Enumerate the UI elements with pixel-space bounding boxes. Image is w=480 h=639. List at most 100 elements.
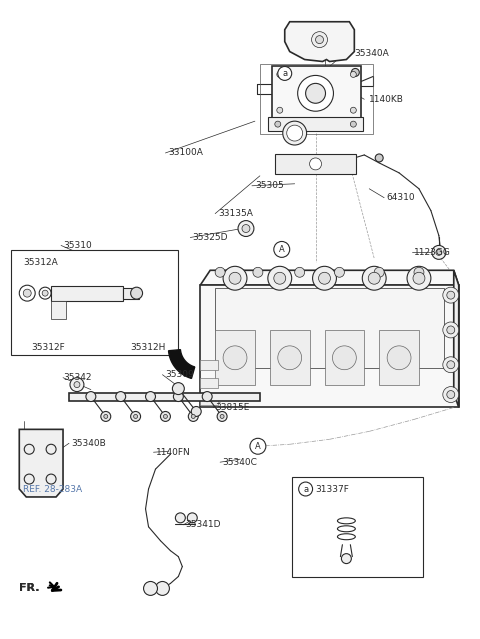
- Polygon shape: [200, 285, 459, 408]
- Circle shape: [443, 322, 459, 338]
- Text: 35340B: 35340B: [71, 439, 106, 448]
- Bar: [268, 117, 363, 131]
- Circle shape: [387, 346, 411, 370]
- Circle shape: [277, 107, 283, 113]
- Circle shape: [447, 326, 455, 334]
- Circle shape: [278, 66, 292, 81]
- Bar: [123, 288, 139, 299]
- Circle shape: [413, 272, 425, 284]
- Bar: [200, 360, 218, 370]
- Circle shape: [46, 444, 56, 454]
- Circle shape: [42, 290, 48, 296]
- Circle shape: [447, 390, 455, 399]
- Text: 35310: 35310: [63, 241, 92, 250]
- Circle shape: [341, 553, 351, 564]
- Bar: [275, 154, 356, 174]
- Circle shape: [351, 68, 360, 77]
- Circle shape: [173, 392, 183, 401]
- Circle shape: [223, 266, 247, 290]
- Text: 31337F: 31337F: [315, 484, 349, 493]
- Text: 1140KB: 1140KB: [369, 95, 404, 104]
- Circle shape: [24, 444, 34, 454]
- Circle shape: [432, 245, 446, 259]
- Circle shape: [350, 107, 356, 113]
- Circle shape: [407, 266, 431, 290]
- Circle shape: [312, 266, 336, 290]
- Circle shape: [175, 513, 185, 523]
- Text: REF. 28-283A: REF. 28-283A: [23, 484, 83, 493]
- Polygon shape: [168, 350, 195, 378]
- Text: 35312F: 35312F: [31, 343, 65, 352]
- Circle shape: [172, 383, 184, 394]
- Circle shape: [19, 285, 35, 301]
- Circle shape: [70, 378, 84, 392]
- Text: 35309: 35309: [166, 370, 194, 379]
- Circle shape: [101, 412, 111, 421]
- Circle shape: [374, 267, 384, 277]
- Bar: [272, 66, 361, 118]
- Circle shape: [447, 291, 455, 299]
- Circle shape: [133, 415, 138, 419]
- Circle shape: [436, 249, 442, 256]
- Circle shape: [160, 412, 170, 421]
- Bar: [51, 286, 123, 301]
- Text: 35312A: 35312A: [23, 258, 58, 267]
- Circle shape: [362, 266, 386, 290]
- Circle shape: [298, 75, 334, 111]
- Circle shape: [274, 272, 286, 284]
- Circle shape: [215, 267, 225, 277]
- Bar: [51, 301, 66, 319]
- Circle shape: [229, 272, 241, 284]
- Polygon shape: [19, 429, 63, 497]
- Circle shape: [86, 392, 96, 401]
- Circle shape: [312, 32, 327, 47]
- Polygon shape: [454, 270, 459, 408]
- Text: a: a: [282, 69, 288, 78]
- Circle shape: [24, 474, 34, 484]
- Circle shape: [220, 415, 224, 419]
- Circle shape: [74, 381, 80, 388]
- Circle shape: [116, 392, 126, 401]
- Text: 1140FN: 1140FN: [156, 448, 190, 457]
- Text: FR.: FR.: [19, 583, 40, 594]
- Bar: [260, 65, 373, 134]
- Circle shape: [335, 267, 344, 277]
- Circle shape: [217, 412, 227, 421]
- Circle shape: [164, 415, 168, 419]
- Circle shape: [306, 83, 325, 104]
- Text: 1123GG: 1123GG: [414, 248, 451, 257]
- Circle shape: [443, 387, 459, 403]
- Circle shape: [46, 474, 56, 484]
- Circle shape: [250, 438, 266, 454]
- Bar: [379, 330, 419, 385]
- Circle shape: [315, 36, 324, 43]
- Circle shape: [145, 392, 156, 401]
- Polygon shape: [200, 270, 459, 285]
- Circle shape: [278, 346, 301, 370]
- Text: 35325D: 35325D: [192, 233, 228, 242]
- Circle shape: [253, 267, 263, 277]
- Circle shape: [202, 392, 212, 401]
- Bar: [215, 288, 444, 367]
- Circle shape: [333, 346, 356, 370]
- Bar: [270, 330, 310, 385]
- Bar: [69, 392, 260, 401]
- Circle shape: [368, 272, 380, 284]
- Circle shape: [23, 289, 31, 297]
- Text: a: a: [303, 484, 308, 493]
- Circle shape: [277, 72, 283, 77]
- Circle shape: [242, 224, 250, 233]
- Text: 33815E: 33815E: [215, 403, 250, 412]
- Circle shape: [131, 287, 143, 299]
- Circle shape: [350, 121, 356, 127]
- Circle shape: [295, 267, 305, 277]
- Polygon shape: [285, 22, 354, 61]
- Text: 33100A: 33100A: [168, 148, 204, 157]
- Text: 35341D: 35341D: [185, 520, 221, 529]
- Circle shape: [104, 415, 108, 419]
- Text: 35340A: 35340A: [354, 49, 389, 58]
- Circle shape: [144, 581, 157, 596]
- Text: 35342: 35342: [63, 373, 92, 382]
- Text: 64310: 64310: [386, 193, 415, 202]
- Circle shape: [319, 272, 330, 284]
